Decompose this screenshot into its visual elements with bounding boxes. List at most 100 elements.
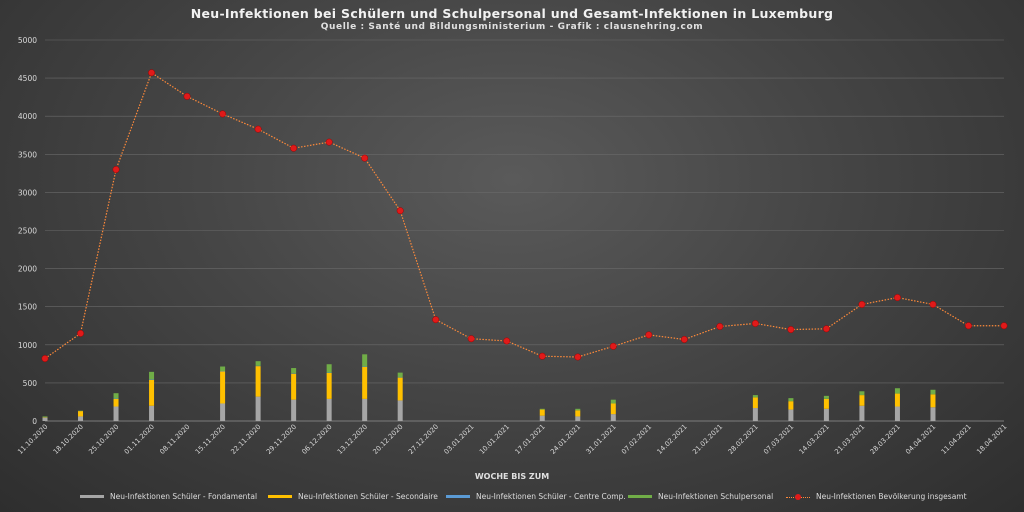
line-point — [645, 331, 653, 339]
legend-item-fondamental: Neu-Infektionen Schüler - Fondamental — [80, 492, 257, 501]
legend-item-secondaire: Neu-Infektionen Schüler - Secondaire — [268, 492, 438, 501]
legend-label: Neu-Infektionen Schüler - Fondamental — [110, 492, 258, 501]
y-tick-label: 0 — [32, 417, 37, 426]
bar — [575, 416, 581, 421]
bar — [575, 410, 581, 417]
x-tick-label: 07.02.2021 — [620, 423, 653, 456]
bar — [220, 403, 226, 421]
bar — [397, 377, 403, 401]
x-tick-label: 20.12.2020 — [371, 423, 404, 456]
x-tick-label: 21.03.2021 — [833, 423, 866, 456]
line-point — [148, 69, 156, 77]
legend-label: Neu-Infektionen Bevölkerung insgesamt — [816, 492, 967, 501]
x-tick-label: 22.11.2020 — [229, 423, 262, 456]
x-tick-label: 04.04.2021 — [904, 423, 937, 456]
bar — [575, 408, 581, 411]
bar — [220, 371, 226, 404]
bar — [539, 408, 545, 410]
line-point — [787, 326, 795, 334]
line-point — [112, 166, 120, 173]
line-point — [893, 294, 901, 302]
bar — [326, 372, 332, 399]
legend-label: Neu-Infektionen Schüler - Centre Comp. — [476, 492, 626, 501]
line-point — [77, 329, 84, 337]
line-point — [538, 352, 546, 360]
line-point — [822, 325, 830, 333]
bar — [823, 408, 829, 421]
bar — [539, 415, 545, 421]
x-tick-label: 21.02.2021 — [691, 423, 724, 456]
bar — [291, 399, 297, 421]
x-tick-label: 13.12.2020 — [336, 423, 369, 456]
y-tick-label: 1500 — [18, 303, 37, 312]
x-tick-label: 17.01.2021 — [513, 423, 546, 456]
x-tick-label: 28.03.2021 — [869, 423, 902, 456]
x-tick-label: 07.03.2021 — [762, 423, 795, 456]
bar — [326, 398, 332, 421]
bar — [255, 396, 261, 421]
y-tick-label: 5000 — [18, 36, 37, 45]
line-point — [503, 337, 511, 345]
bar — [788, 398, 794, 402]
bar — [930, 394, 936, 408]
bar — [291, 373, 297, 400]
y-tick-label: 4500 — [18, 74, 37, 83]
line-point — [467, 335, 475, 343]
line-series — [44, 71, 1004, 360]
bar — [149, 371, 155, 380]
line-point — [41, 355, 49, 362]
bar — [610, 403, 616, 415]
chart-title: Neu-Infektionen bei Schülern und Schulpe… — [190, 6, 834, 21]
bar — [894, 406, 900, 421]
y-tick-label: 3000 — [18, 188, 37, 197]
bar — [78, 411, 84, 417]
bar — [113, 398, 119, 407]
bar — [788, 409, 794, 421]
x-tick-label: 14.02.2021 — [656, 423, 689, 456]
y-tick-label: 4000 — [18, 112, 37, 121]
legend-swatch — [80, 495, 104, 498]
bar — [610, 399, 616, 404]
legend-label: Neu-Infektionen Schulpersonal — [658, 492, 774, 501]
legend-swatch — [446, 495, 470, 498]
total-line — [41, 69, 1008, 362]
line-point — [858, 300, 866, 308]
bar — [859, 395, 865, 406]
line-point — [1000, 322, 1008, 330]
line-point — [680, 336, 688, 343]
bar — [397, 400, 403, 421]
bar — [220, 366, 226, 372]
bar — [894, 393, 900, 407]
y-tick-label: 2000 — [18, 265, 37, 274]
bar — [149, 405, 155, 421]
legend: Neu-Infektionen Schüler - Fondamental Ne… — [0, 492, 1024, 506]
bar — [255, 361, 261, 366]
bar — [362, 354, 368, 367]
bar — [930, 389, 936, 395]
x-tick-label: 08.11.2020 — [158, 423, 191, 456]
x-tick-label: 18.10.2020 — [52, 423, 85, 456]
bar — [752, 395, 758, 398]
legend-swatch — [628, 495, 652, 498]
bar — [930, 407, 936, 421]
x-tick-label: 06.12.2020 — [300, 423, 333, 456]
bar — [859, 405, 865, 421]
line-point — [325, 138, 333, 146]
bar — [42, 416, 48, 418]
line-point — [432, 316, 440, 324]
x-tick-label: 27.12.2020 — [407, 423, 440, 456]
line-point — [965, 322, 972, 330]
bar — [113, 406, 119, 421]
x-tick-label: 18.04.2021 — [975, 423, 1008, 456]
bar — [894, 388, 900, 394]
bar — [397, 372, 403, 378]
bar — [326, 364, 332, 373]
line-point — [396, 207, 404, 215]
line-point — [290, 144, 298, 152]
chart-subtitle: Quelle : Santé und Bildungsministerium -… — [320, 22, 704, 32]
x-axis-ticks: 11.10.2020 18.10.2020 25.10.2020 01.11.2020… — [16, 423, 1008, 456]
line-point — [219, 110, 227, 118]
legend-item-schulpersonal: Neu-Infektionen Schulpersonal — [628, 492, 773, 501]
x-tick-label: 03.01.2021 — [442, 423, 475, 456]
